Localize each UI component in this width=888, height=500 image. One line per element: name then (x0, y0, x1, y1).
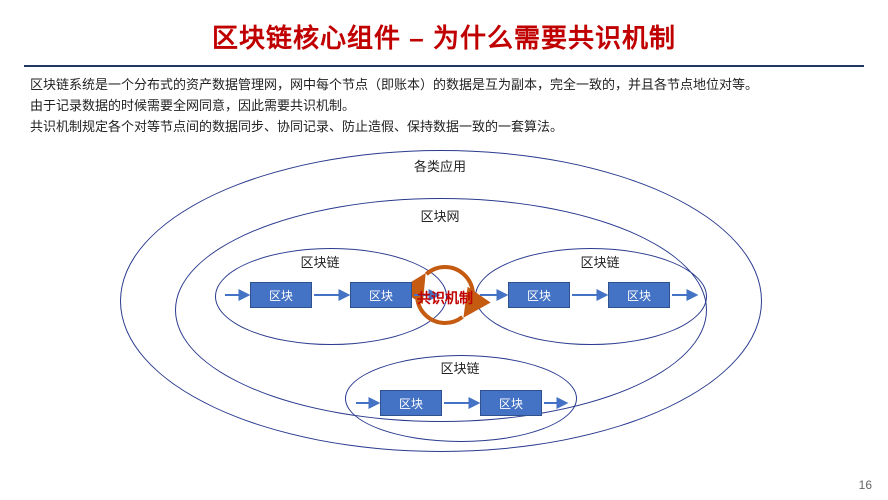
label-center: 共识机制 (413, 288, 477, 308)
body-paragraphs: 区块链系统是一个分布式的资产数据管理网，网中每个节点（即账本）的数据是互为副本，… (30, 75, 858, 137)
paragraph-1: 区块链系统是一个分布式的资产数据管理网，网中每个节点（即账本）的数据是互为副本，… (30, 75, 858, 96)
page-number: 16 (859, 478, 872, 492)
title-rule (24, 65, 864, 67)
block-b1: 区块 (380, 390, 442, 416)
title-text: 区块链核心组件 – 为什么需要共识机制 (212, 23, 676, 53)
paragraph-3: 共识机制规定各个对等节点间的数据同步、协同记录、防止造假、保持数据一致的一套算法… (30, 117, 858, 138)
block-r2: 区块 (608, 282, 670, 308)
h-arrows-group (225, 295, 696, 403)
diagram-area: 各类应用 区块网 区块链 区块链 区块链 共识机制 区块 区块 区块 区块 区块… (0, 150, 888, 480)
block-r1: 区块 (508, 282, 570, 308)
block-l2: 区块 (350, 282, 412, 308)
slide-title: 区块链核心组件 – 为什么需要共识机制 (0, 0, 888, 55)
paragraph-2: 由于记录数据的时候需要全网同意，因此需要共识机制。 (30, 96, 858, 117)
cycle-arrows (0, 150, 888, 480)
block-l1: 区块 (250, 282, 312, 308)
block-b2: 区块 (480, 390, 542, 416)
